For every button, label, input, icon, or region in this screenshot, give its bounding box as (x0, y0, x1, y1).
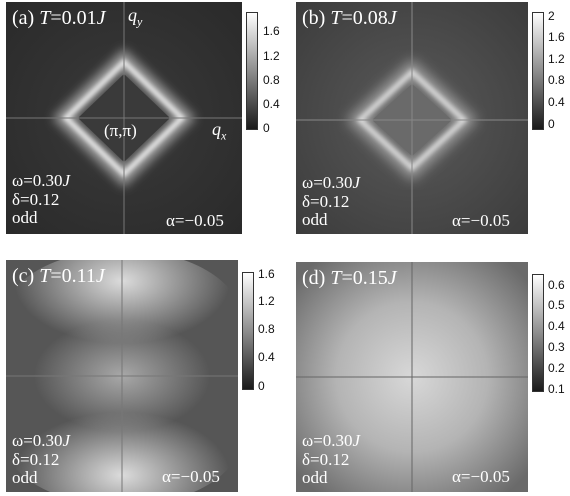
colorbar-tick: 0.8 (263, 73, 280, 87)
panel-a-title: (a) T=0.01J (12, 7, 106, 29)
colorbar-tick: 0 (548, 117, 555, 131)
colorbar-tick: 0.4 (548, 95, 565, 109)
colorbar-tick: 1.2 (263, 49, 280, 63)
colorbar-tick: 1.6 (263, 24, 280, 38)
colorbar-c (242, 272, 254, 390)
colorbar-tick: 1.2 (258, 294, 275, 308)
colorbar-tick: 0.8 (258, 322, 275, 336)
heatmap-c: (c) T=0.11J ω=0.30J δ=0.12 odd α=−0.05 (6, 260, 238, 492)
center-label: (π,π) (104, 121, 137, 140)
colorbar-tick: 1.6 (548, 30, 565, 44)
colorbar-tick: 0.4 (548, 319, 565, 333)
panel-c-alpha: α=−0.05 (162, 467, 220, 486)
panel-d-alpha: α=−0.05 (452, 467, 510, 486)
colorbar-tick: 0.8 (548, 73, 565, 87)
colorbar-tick: 0.4 (263, 97, 280, 111)
colorbar-tick: 0.3 (548, 340, 565, 354)
panel-b-params: ω=0.30J δ=0.12 odd (302, 173, 361, 229)
panel-b-alpha: α=−0.05 (452, 211, 510, 230)
heatmap-a: (a) T=0.01J qy qx (π,π) ω=0.30J δ=0.12 o… (6, 2, 242, 234)
panel-a-params: ω=0.30J δ=0.12 odd (12, 171, 71, 227)
heatmap-d: (d) T=0.15J ω=0.30J δ=0.12 odd α=−0.05 (296, 262, 528, 492)
colorbar-a (246, 12, 258, 130)
qy-axis-label: qy (128, 5, 143, 29)
colorbar-tick: 0.2 (548, 361, 565, 375)
panel-c-params: ω=0.30J δ=0.12 odd (12, 431, 71, 487)
colorbar-b (532, 12, 544, 130)
colorbar-tick: 2 (548, 9, 555, 23)
colorbar-tick: 0 (258, 379, 265, 393)
panel-c-title: (c) T=0.11J (12, 265, 105, 287)
panel-b-title: (b) T=0.08J (302, 7, 397, 29)
panel-a-alpha: α=−0.05 (166, 211, 224, 230)
colorbar-tick: 0.4 (258, 350, 275, 364)
qx-axis-label: qx (212, 119, 227, 143)
colorbar-tick: 0.6 (548, 278, 565, 292)
panel-d-title: (d) T=0.15J (302, 267, 397, 289)
colorbar-tick: 1.6 (258, 267, 275, 281)
colorbar-tick: 0.1 (548, 382, 565, 396)
colorbar-tick: 0.5 (548, 298, 565, 312)
colorbar-tick: 1.2 (548, 52, 565, 66)
colorbar-d (532, 274, 544, 392)
heatmap-b: (b) T=0.08J ω=0.30J δ=0.12 odd α=−0.05 (296, 2, 528, 234)
colorbar-tick: 0 (263, 121, 270, 135)
panel-d-params: ω=0.30J δ=0.12 odd (302, 431, 361, 487)
